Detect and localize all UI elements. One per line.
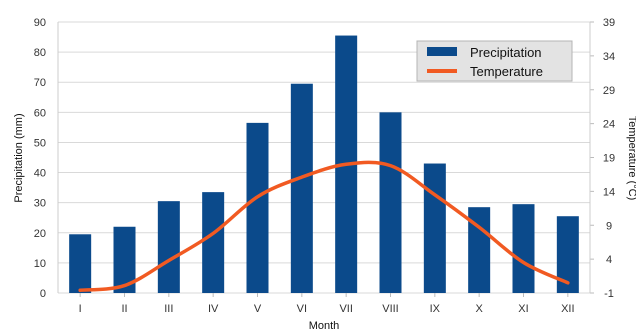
legend-swatch-precipitation xyxy=(427,47,457,56)
precipitation-bar xyxy=(202,192,225,293)
y-left-tick-label: 60 xyxy=(34,107,46,119)
temperature-line-group xyxy=(78,160,570,293)
x-tick-label: IX xyxy=(430,303,441,315)
grid-lines xyxy=(58,21,590,294)
precipitation-bar xyxy=(468,207,491,293)
precipitation-bar xyxy=(423,163,446,293)
x-tick-label: VII xyxy=(339,303,352,315)
x-axis-label: Month xyxy=(309,320,340,332)
y-left-tick-label: 30 xyxy=(34,198,46,210)
precipitation-bar xyxy=(556,216,579,293)
precipitation-bar xyxy=(157,201,180,293)
y-right-tick-label: 19 xyxy=(603,153,615,165)
x-tick-label: VIII xyxy=(382,303,399,315)
x-tick-label: III xyxy=(164,303,173,315)
y-left-tick-label: 10 xyxy=(34,258,46,270)
legend: Precipitation Temperature xyxy=(416,40,573,82)
x-tick-label: XI xyxy=(518,303,528,315)
precipitation-bar xyxy=(379,112,402,293)
precipitation-bar xyxy=(512,204,535,293)
legend-label-precipitation: Precipitation xyxy=(470,45,542,60)
y-right-tick-label: 9 xyxy=(606,220,612,232)
precipitation-bar xyxy=(290,83,313,293)
x-tick-label: X xyxy=(475,303,483,315)
temperature-line xyxy=(78,160,570,293)
precipitation-bar xyxy=(246,122,269,293)
y-left-tick-label: 70 xyxy=(34,77,46,89)
y-axis-label-right: Temperature (°C) xyxy=(626,116,636,200)
x-tick-label: VI xyxy=(297,303,307,315)
y-left-tick-label: 20 xyxy=(34,228,46,240)
y-left-tick-label: 90 xyxy=(34,17,46,29)
x-tick-label: XII xyxy=(561,303,574,315)
x-tick-label: V xyxy=(254,303,262,315)
y-right-tick-label: 34 xyxy=(603,51,615,63)
legend-label-temperature: Temperature xyxy=(470,64,543,79)
y-right-tick-label: -1 xyxy=(604,288,614,300)
y-left-tick-label: 50 xyxy=(34,137,46,149)
y-left-tick-label: 0 xyxy=(40,288,46,300)
y-left-tick-label: 80 xyxy=(34,47,46,59)
y-right-tick-label: 24 xyxy=(603,119,615,131)
precipitation-bar xyxy=(69,234,92,293)
y-right-tick-label: 4 xyxy=(606,254,612,266)
y-axis-label-left: Precipitation (mm) xyxy=(13,113,25,202)
precipitation-bars xyxy=(69,35,579,294)
y-right-tick-label: 29 xyxy=(603,85,615,97)
y-left-tick-label: 40 xyxy=(34,168,46,180)
y-right-tick-label: 14 xyxy=(603,186,615,198)
x-tick-label: II xyxy=(121,303,127,315)
x-tick-label: I xyxy=(79,303,82,315)
precipitation-bar xyxy=(113,226,136,293)
x-tick-label: IV xyxy=(208,303,219,315)
y-right-tick-label: 39 xyxy=(603,17,615,29)
